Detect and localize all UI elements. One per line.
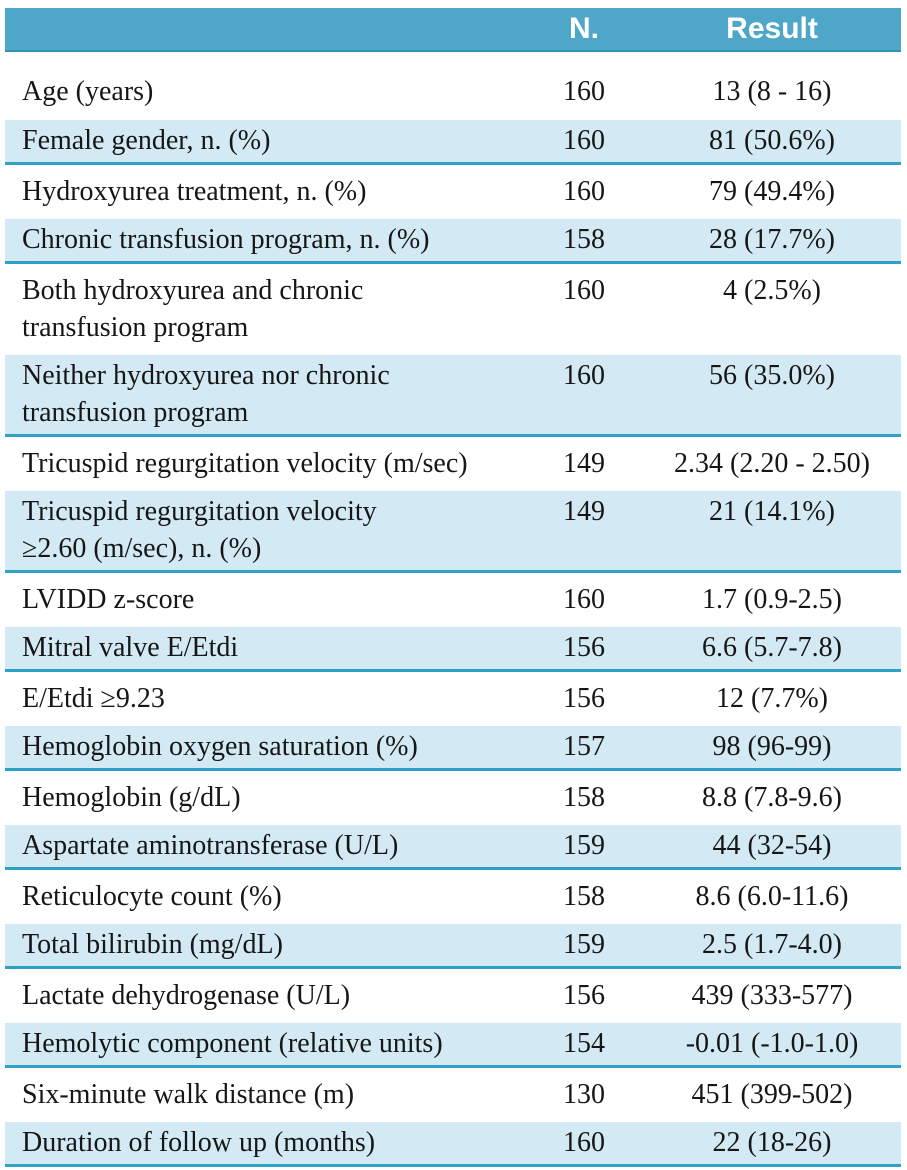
row-label: LVIDD z-score (5, 571, 525, 627)
row-label: Female gender, n. (%) (5, 120, 525, 165)
table-row: Lactate dehydrogenase (U/L) 156 439 (333… (5, 967, 901, 1023)
row-result: -0.01 (-1.0-1.0) (643, 1023, 901, 1068)
table-row: Tricuspid regurgitation velocity ≥2.60 (… (5, 491, 901, 573)
row-result: 21 (14.1%) (643, 491, 901, 573)
row-result: 44 (32-54) (643, 825, 901, 870)
row-result: 12 (7.7%) (643, 670, 901, 726)
row-label: Mitral valve E/Etdi (5, 627, 525, 672)
row-result: 1.7 (0.9-2.5) (643, 571, 901, 627)
row-result: 8.6 (6.0-11.6) (643, 868, 901, 924)
row-result: 98 (96-99) (643, 726, 901, 771)
table-row: Neither hydroxyurea nor chronic transfus… (5, 355, 901, 437)
table-row: Six-minute walk distance (m) 130 451 (39… (5, 1066, 901, 1122)
row-label: Lactate dehydrogenase (U/L) (5, 967, 525, 1023)
table-row: Reticulocyte count (%) 158 8.6 (6.0-11.6… (5, 868, 901, 924)
row-label: Hemoglobin oxygen saturation (%) (5, 726, 525, 771)
row-label: Tricuspid regurgitation velocity ≥2.60 (… (5, 491, 525, 573)
row-n: 160 (525, 51, 643, 120)
table-row: Female gender, n. (%) 160 81 (50.6%) (5, 120, 901, 165)
row-n: 156 (525, 670, 643, 726)
row-label: Hemolytic component (relative units) (5, 1023, 525, 1068)
table-row: Hemoglobin oxygen saturation (%) 157 98 … (5, 726, 901, 771)
table-row: Age (years) 160 13 (8 - 16) (5, 51, 901, 120)
row-result: 13 (8 - 16) (643, 51, 901, 120)
table-header-row: N. Result (5, 8, 901, 52)
col-header-n: N. (525, 8, 643, 52)
table-row: Duration of follow up (months) 160 22 (1… (5, 1122, 901, 1167)
row-n: 158 (525, 868, 643, 924)
row-label: Duration of follow up (months) (5, 1122, 525, 1167)
table-row: Aspartate aminotransferase (U/L) 159 44 … (5, 825, 901, 870)
row-n: 160 (525, 355, 643, 437)
table-row: Hydroxyurea treatment, n. (%) 160 79 (49… (5, 163, 901, 219)
row-n: 159 (525, 924, 643, 969)
row-label: Chronic transfusion program, n. (%) (5, 219, 525, 264)
row-result: 6.6 (5.7-7.8) (643, 627, 901, 672)
row-n: 154 (525, 1023, 643, 1068)
row-result: 56 (35.0%) (643, 355, 901, 437)
row-result: 22 (18-26) (643, 1122, 901, 1167)
row-label: Tricuspid regurgitation velocity (m/sec) (5, 435, 525, 491)
row-result: 2.5 (1.7-4.0) (643, 924, 901, 969)
study-characteristics-table: N. Result Age (years) 160 13 (8 - 16) Fe… (5, 8, 901, 1167)
row-n: 160 (525, 571, 643, 627)
row-n: 160 (525, 262, 643, 355)
row-result: 451 (399-502) (643, 1066, 901, 1122)
row-result: 28 (17.7%) (643, 219, 901, 264)
table-row: Mitral valve E/Etdi 156 6.6 (5.7-7.8) (5, 627, 901, 672)
row-result: 2.34 (2.20 - 2.50) (643, 435, 901, 491)
row-n: 130 (525, 1066, 643, 1122)
row-n: 159 (525, 825, 643, 870)
row-label: Neither hydroxyurea nor chronic transfus… (5, 355, 525, 437)
row-n: 160 (525, 163, 643, 219)
row-label: Six-minute walk distance (m) (5, 1066, 525, 1122)
row-result: 81 (50.6%) (643, 120, 901, 165)
table-row: Tricuspid regurgitation velocity (m/sec)… (5, 435, 901, 491)
col-header-result: Result (643, 8, 901, 52)
row-result: 79 (49.4%) (643, 163, 901, 219)
row-n: 158 (525, 769, 643, 825)
row-n: 160 (525, 120, 643, 165)
row-result: 4 (2.5%) (643, 262, 901, 355)
row-n: 158 (525, 219, 643, 264)
row-label: Aspartate aminotransferase (U/L) (5, 825, 525, 870)
row-result: 439 (333-577) (643, 967, 901, 1023)
row-n: 156 (525, 627, 643, 672)
row-label: Both hydroxyurea and chronic transfusion… (5, 262, 525, 355)
row-label: Total bilirubin (mg/dL) (5, 924, 525, 969)
table-row: Both hydroxyurea and chronic transfusion… (5, 262, 901, 355)
col-header-parameter (5, 8, 525, 52)
table-row: Chronic transfusion program, n. (%) 158 … (5, 219, 901, 264)
table-row: E/Etdi ≥9.23 156 12 (7.7%) (5, 670, 901, 726)
row-n: 157 (525, 726, 643, 771)
row-n: 149 (525, 491, 643, 573)
row-label: Reticulocyte count (%) (5, 868, 525, 924)
row-label: Age (years) (5, 51, 525, 120)
row-n: 160 (525, 1122, 643, 1167)
table-row: Total bilirubin (mg/dL) 159 2.5 (1.7-4.0… (5, 924, 901, 969)
row-n: 149 (525, 435, 643, 491)
row-result: 8.8 (7.8-9.6) (643, 769, 901, 825)
row-label: E/Etdi ≥9.23 (5, 670, 525, 726)
row-label: Hemoglobin (g/dL) (5, 769, 525, 825)
table-row: LVIDD z-score 160 1.7 (0.9-2.5) (5, 571, 901, 627)
table-row: Hemolytic component (relative units) 154… (5, 1023, 901, 1068)
row-n: 156 (525, 967, 643, 1023)
table-row: Hemoglobin (g/dL) 158 8.8 (7.8-9.6) (5, 769, 901, 825)
row-label: Hydroxyurea treatment, n. (%) (5, 163, 525, 219)
